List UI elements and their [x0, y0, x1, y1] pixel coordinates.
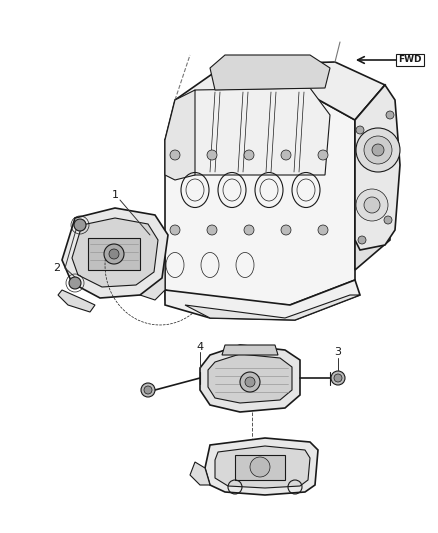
Polygon shape: [165, 95, 355, 305]
Text: 1: 1: [112, 190, 119, 200]
Polygon shape: [210, 55, 330, 90]
Circle shape: [281, 225, 291, 235]
Polygon shape: [180, 88, 330, 175]
Polygon shape: [72, 218, 158, 287]
Circle shape: [358, 236, 366, 244]
Polygon shape: [190, 462, 210, 485]
Polygon shape: [165, 280, 360, 320]
Circle shape: [141, 383, 155, 397]
Text: 2: 2: [53, 263, 60, 273]
Circle shape: [281, 150, 291, 160]
Circle shape: [74, 219, 86, 231]
Circle shape: [384, 216, 392, 224]
Polygon shape: [62, 208, 168, 298]
Circle shape: [170, 225, 180, 235]
Circle shape: [244, 225, 254, 235]
Text: 4: 4: [196, 342, 204, 352]
Circle shape: [318, 225, 328, 235]
Polygon shape: [205, 438, 318, 495]
Text: 3: 3: [335, 347, 342, 357]
Polygon shape: [125, 255, 165, 300]
Circle shape: [207, 225, 217, 235]
Circle shape: [372, 144, 384, 156]
Circle shape: [170, 150, 180, 160]
Circle shape: [318, 150, 328, 160]
Circle shape: [356, 128, 400, 172]
Circle shape: [364, 197, 380, 213]
Polygon shape: [355, 85, 390, 270]
Polygon shape: [165, 90, 195, 180]
Polygon shape: [222, 345, 278, 355]
Polygon shape: [185, 295, 360, 320]
Polygon shape: [165, 290, 200, 310]
Polygon shape: [208, 354, 292, 403]
Circle shape: [69, 277, 81, 289]
Polygon shape: [200, 345, 300, 412]
Polygon shape: [88, 238, 140, 270]
Circle shape: [240, 372, 260, 392]
Polygon shape: [235, 455, 285, 480]
Circle shape: [331, 371, 345, 385]
Circle shape: [144, 386, 152, 394]
Polygon shape: [215, 446, 310, 488]
Polygon shape: [58, 290, 95, 312]
Circle shape: [364, 136, 392, 164]
Circle shape: [250, 457, 270, 477]
Circle shape: [386, 111, 394, 119]
Circle shape: [334, 374, 342, 382]
Circle shape: [109, 249, 119, 259]
Polygon shape: [355, 85, 400, 250]
Circle shape: [245, 377, 255, 387]
Text: FWD: FWD: [398, 55, 422, 64]
Circle shape: [207, 150, 217, 160]
Circle shape: [356, 189, 388, 221]
Circle shape: [104, 244, 124, 264]
Circle shape: [244, 150, 254, 160]
Circle shape: [356, 126, 364, 134]
Polygon shape: [165, 62, 385, 140]
